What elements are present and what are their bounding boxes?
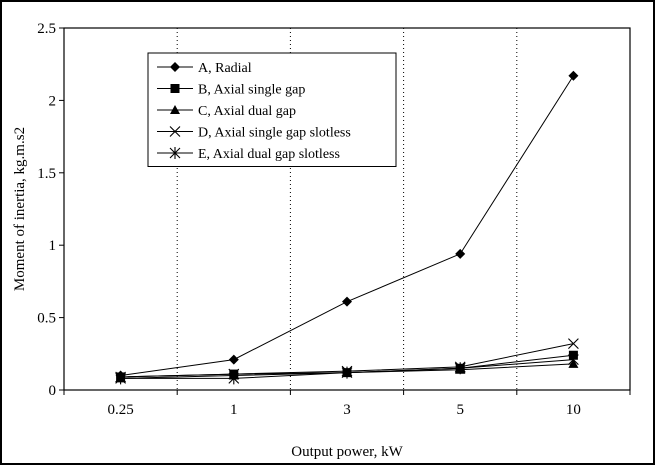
legend-item: D, Axial single gap slotless — [157, 126, 351, 141]
y-axis-label: Moment of inertia, kg.m.s2 — [12, 127, 28, 291]
x-tick-label: 0.25 — [107, 402, 133, 418]
legend: A, Radial B, Axial single gap C, Axial dua… — [147, 52, 397, 167]
data-point — [228, 372, 240, 385]
y-tick-label: 2.5 — [37, 21, 56, 37]
data-point — [454, 362, 466, 375]
y-tick-label: 0 — [49, 383, 57, 399]
x-axis-ticks: 0.25 1 3 5 10 — [63, 390, 631, 418]
legend-item: C, Axial dual gap — [157, 104, 296, 119]
series-e — [115, 353, 579, 385]
legend-label: D, Axial single gap slotless — [198, 126, 351, 141]
x-tick-label: 1 — [230, 402, 238, 418]
data-point — [228, 354, 239, 365]
data-point — [568, 70, 579, 81]
series-group — [115, 70, 579, 385]
data-point — [341, 366, 353, 379]
legend-item: B, Axial single gap — [157, 83, 305, 98]
legend-item: A, Radial — [157, 61, 252, 76]
legend-label: B, Axial single gap — [198, 83, 305, 98]
x-tick-label: 3 — [343, 402, 351, 418]
y-tick-label: 1 — [49, 238, 57, 254]
legend-label: A, Radial — [198, 61, 252, 76]
y-tick-label: 0.5 — [37, 311, 56, 327]
data-point — [568, 353, 579, 366]
legend-marker — [170, 105, 180, 114]
y-axis-ticks: 0 0.5 1 1.5 2 2.5 — [37, 21, 64, 399]
legend-label: E, Axial dual gap slotless — [198, 147, 340, 162]
y-tick-label: 2 — [49, 93, 57, 109]
plot-area — [63, 27, 631, 391]
x-tick-label: 10 — [566, 402, 581, 418]
data-point — [342, 296, 352, 307]
x-tick-label: 5 — [456, 402, 464, 418]
y-tick-label: 1.5 — [37, 166, 56, 182]
legend-marker — [169, 147, 181, 159]
legend-marker — [170, 84, 180, 93]
data-point — [115, 372, 126, 385]
legend-label: C, Axial dual gap — [198, 104, 296, 119]
legend-marker — [169, 126, 181, 137]
legend-marker — [170, 62, 180, 72]
legend-item: E, Axial dual gap slotless — [157, 147, 340, 162]
data-point — [568, 338, 579, 350]
series-a — [115, 70, 579, 381]
data-point — [455, 248, 466, 259]
x-axis-label: Output power, kW — [291, 444, 403, 460]
